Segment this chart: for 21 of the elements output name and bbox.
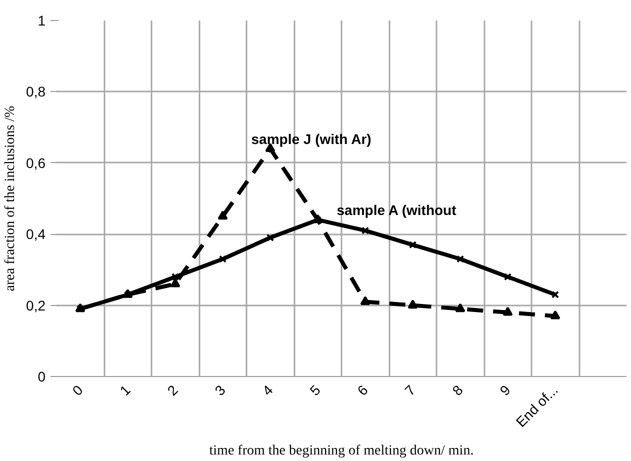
x-tick-label: 2 bbox=[164, 382, 182, 399]
x-tick-label: 0 bbox=[69, 382, 86, 399]
series-label: sample A (without bbox=[336, 202, 457, 218]
y-tick-label: 0 bbox=[38, 368, 46, 384]
y-tick-label: 0,4 bbox=[26, 226, 46, 242]
y-tick-label: 1 bbox=[38, 12, 46, 28]
y-tick-label: 0,6 bbox=[26, 154, 46, 171]
x-tick-label: 4 bbox=[259, 382, 276, 399]
y-tick-label: 0,8 bbox=[26, 84, 46, 100]
series-label: sample J (with Ar) bbox=[251, 130, 372, 147]
y-tick-label: 0,2 bbox=[26, 297, 46, 314]
x-tick-label: 9 bbox=[496, 382, 514, 399]
x-tick-label: End of... bbox=[512, 382, 561, 430]
x-axis-title: time from the beginning of melting down/ min. bbox=[209, 444, 474, 459]
x-tick-label: 1 bbox=[116, 382, 134, 399]
x-tick-label: 3 bbox=[212, 382, 229, 399]
x-tick-label: 6 bbox=[354, 382, 372, 399]
x-tick-label: 5 bbox=[306, 382, 324, 399]
x-tick-label: 8 bbox=[449, 382, 466, 399]
x-tick-label: 7 bbox=[402, 382, 419, 399]
y-axis-title: area fraction of the inclusions /% bbox=[3, 105, 18, 292]
